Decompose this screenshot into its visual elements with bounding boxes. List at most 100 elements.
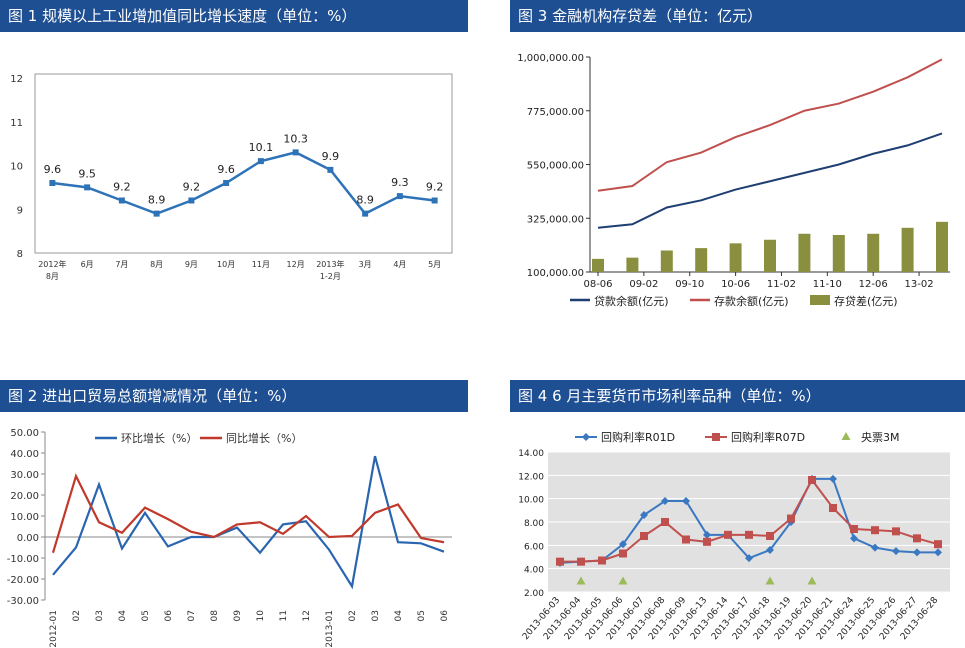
bar bbox=[764, 239, 776, 272]
data-point bbox=[292, 149, 299, 156]
data-point bbox=[327, 166, 334, 173]
data-point bbox=[703, 530, 711, 539]
y-tick-label: 4.00 bbox=[524, 566, 544, 576]
data-point bbox=[850, 534, 858, 543]
figure-2-chart: -30.00 -20.00 -10.00 0.00 10.00 20.00 30.00 40.… bbox=[7, 428, 452, 648]
x-tick-label: 3月 bbox=[359, 260, 372, 269]
x-tick-label: 11-10 bbox=[813, 279, 842, 290]
data-label: 10.3 bbox=[283, 132, 308, 145]
x-tick-label: 06 bbox=[164, 610, 174, 622]
data-point bbox=[703, 537, 711, 546]
x-tick-label: 11-02 bbox=[767, 279, 796, 290]
x-tick-label: 2012-01 bbox=[49, 610, 59, 648]
data-label: 9.9 bbox=[322, 150, 340, 163]
data-point bbox=[118, 197, 125, 204]
x-tick-label: 12-06 bbox=[859, 279, 888, 290]
y-tick-label: -20.00 bbox=[7, 575, 39, 586]
x-tick-label: 2012年 bbox=[38, 259, 66, 269]
legend-marker bbox=[712, 433, 720, 441]
data-label: 10.1 bbox=[249, 141, 274, 154]
x-tick-label: 08 bbox=[210, 610, 220, 622]
y-tick-label: 8 bbox=[17, 249, 23, 260]
y-tick-label: 325,000.00 bbox=[527, 214, 584, 225]
bar bbox=[592, 258, 604, 272]
legend-label: 央票3M bbox=[861, 431, 900, 444]
data-point bbox=[829, 474, 837, 483]
data-point bbox=[807, 576, 817, 585]
x-tick-label: 09-10 bbox=[675, 279, 704, 290]
x-tick-label: 8月 bbox=[46, 272, 59, 281]
y-tick-label: -10.00 bbox=[7, 554, 39, 565]
data-label: 9.6 bbox=[44, 163, 62, 176]
x-tick-label: 6月 bbox=[81, 260, 94, 269]
y-tick-label: -30.00 bbox=[7, 596, 39, 607]
legend-marker bbox=[582, 433, 590, 441]
x-tick-label: 05 bbox=[141, 610, 151, 621]
figure-3-panel: 图 3 金融机构存贷差（单位：亿元） 100,000.00 325,000.00 5… bbox=[510, 0, 965, 320]
x-tick-label: 10-06 bbox=[721, 279, 750, 290]
legend-label: 存款余额(亿元) bbox=[714, 294, 789, 308]
data-point bbox=[84, 184, 91, 191]
x-tick-label: 04 bbox=[394, 610, 404, 622]
x-tick-label: 05 bbox=[417, 610, 427, 621]
x-tick-label: 08-06 bbox=[583, 279, 612, 290]
figure-3-title: 图 3 金融机构存贷差（单位：亿元） bbox=[510, 0, 965, 32]
data-point bbox=[787, 514, 795, 523]
data-point bbox=[766, 546, 774, 554]
data-point bbox=[724, 530, 732, 539]
data-point bbox=[640, 532, 648, 540]
data-point bbox=[661, 497, 669, 505]
legend-label: 同比增长（%） bbox=[226, 431, 302, 445]
data-point bbox=[431, 197, 438, 204]
y-tick-label: 9 bbox=[17, 205, 23, 216]
data-point bbox=[396, 193, 403, 200]
x-tick-label: 1-2月 bbox=[320, 272, 341, 281]
series-line bbox=[52, 151, 435, 216]
x-tick-label: 4月 bbox=[393, 260, 406, 269]
legend-label: 存贷差(亿元) bbox=[834, 294, 898, 308]
x-tick-label: 11月 bbox=[252, 260, 270, 269]
x-tick-label: 10 bbox=[256, 610, 266, 622]
data-point bbox=[257, 158, 264, 165]
y-tick-label: 10 bbox=[10, 162, 23, 173]
legend-label: 回购利率R01D bbox=[601, 430, 675, 444]
x-tick-label: 7月 bbox=[115, 260, 128, 269]
figure-1-title: 图 1 规模以上工业增加值同比增长速度（单位：%） bbox=[0, 0, 468, 32]
data-point bbox=[871, 543, 879, 552]
data-point bbox=[892, 547, 900, 556]
data-point bbox=[576, 576, 586, 585]
x-tick-label: 03 bbox=[371, 610, 381, 621]
bar bbox=[936, 221, 948, 272]
bar bbox=[867, 233, 880, 272]
y-tick-label: 10.00 bbox=[518, 496, 544, 506]
y-tick-label: 6.00 bbox=[524, 542, 544, 552]
data-point bbox=[913, 534, 921, 543]
y-tick-label: 0.00 bbox=[17, 533, 39, 544]
data-label: 9.5 bbox=[78, 167, 96, 180]
figure-4-panel: 图 4 6 月主要货币市场利率品种（单位：%） 2.00 4.00 6.00 8.00… bbox=[510, 380, 965, 648]
x-tick-label: 09 bbox=[233, 610, 243, 622]
data-point bbox=[682, 497, 690, 505]
y-tick-label: 30.00 bbox=[10, 470, 39, 481]
data-point bbox=[640, 511, 648, 519]
series-line-1 bbox=[597, 132, 943, 229]
x-tick-label: 04 bbox=[118, 610, 128, 622]
data-point bbox=[598, 556, 606, 565]
y-tick-label: 12 bbox=[10, 74, 23, 85]
x-tick-label: 2013年 bbox=[316, 259, 344, 269]
plot-frame bbox=[34, 73, 453, 254]
x-tick-label: 9月 bbox=[185, 260, 198, 269]
data-label: 9.6 bbox=[217, 163, 235, 176]
legend-label: 环比增长（%） bbox=[121, 431, 197, 445]
x-tick-label: 09-02 bbox=[629, 279, 658, 290]
data-label: 9.2 bbox=[113, 181, 131, 194]
data-point bbox=[619, 549, 627, 558]
x-tick-label: 02 bbox=[348, 610, 358, 621]
data-label: 8.9 bbox=[148, 194, 166, 207]
bar bbox=[901, 227, 914, 272]
x-tick-label: 5月 bbox=[428, 260, 441, 269]
series-line-1 bbox=[52, 455, 445, 590]
y-tick-label: 550,000.00 bbox=[527, 161, 584, 172]
data-point bbox=[49, 180, 56, 186]
bar bbox=[729, 243, 742, 272]
